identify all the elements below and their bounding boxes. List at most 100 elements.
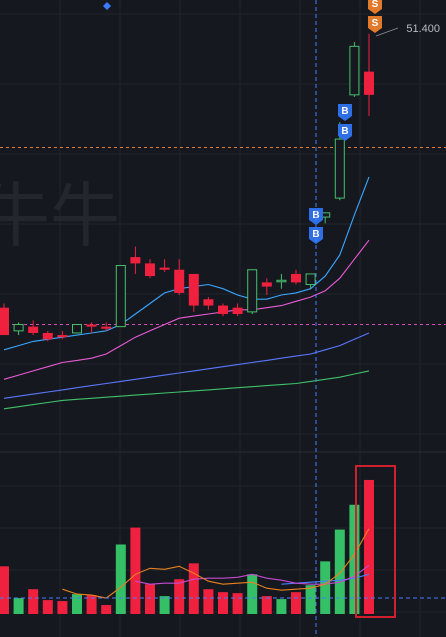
volume-bar[interactable] (159, 596, 170, 614)
candle[interactable] (349, 42, 360, 97)
sell-marker[interactable]: S (368, 16, 382, 33)
volume-bar[interactable] (130, 527, 141, 614)
volume-bar[interactable] (115, 544, 126, 614)
volume-bar[interactable] (291, 592, 301, 614)
volume-bar[interactable] (72, 594, 82, 614)
candle-body (72, 324, 82, 334)
candle-body (174, 269, 185, 293)
volume-moving-averages (62, 528, 370, 599)
sell-marker-shape (368, 16, 382, 33)
candle[interactable] (188, 273, 199, 312)
volume-bar[interactable] (247, 574, 258, 614)
candle-body (101, 326, 112, 329)
volume-bar[interactable] (13, 598, 24, 614)
candle-body (349, 45, 360, 96)
candle[interactable] (247, 269, 258, 314)
volume-bar[interactable] (305, 585, 316, 614)
volume-bars[interactable] (0, 479, 374, 614)
trade-markers[interactable]: BBBBSS (309, 0, 382, 244)
candle[interactable] (86, 322, 97, 333)
volume-bar[interactable] (28, 589, 39, 614)
vol-ma10-line (135, 564, 370, 585)
volume-bar[interactable] (364, 479, 374, 614)
candle[interactable] (174, 259, 185, 296)
candle[interactable] (0, 303, 9, 336)
candle[interactable] (13, 322, 24, 336)
candle[interactable] (305, 273, 316, 289)
sell-marker[interactable]: S (368, 0, 382, 14)
volume-bar[interactable] (334, 529, 345, 614)
volume-bar[interactable] (276, 599, 287, 614)
candle[interactable] (291, 269, 301, 285)
candle-body (305, 273, 316, 285)
volume-bar[interactable] (101, 605, 112, 614)
diamond-marker (103, 2, 111, 10)
ma10-line (3, 239, 370, 380)
buy-marker-label: B (341, 106, 348, 117)
volume-bar[interactable] (174, 579, 185, 614)
candle-body (261, 282, 272, 287)
candle-body (232, 307, 243, 314)
buy-marker-shape (338, 124, 352, 141)
volume-bar[interactable] (145, 584, 155, 614)
candle-body (115, 265, 126, 328)
candle[interactable] (203, 297, 214, 310)
candle-body (145, 263, 155, 277)
volume-bar[interactable] (320, 561, 331, 614)
volume-bar[interactable] (203, 589, 214, 614)
ma20-line (3, 332, 370, 399)
buy-marker-shape (309, 208, 323, 225)
candle-body (159, 267, 170, 270)
candle[interactable] (364, 33, 374, 116)
candle-body (13, 324, 24, 332)
buy-marker-label: B (312, 210, 319, 221)
sell-marker-label: S (372, 18, 379, 29)
candlesticks[interactable] (0, 33, 374, 342)
candle-body (188, 273, 199, 306)
candle[interactable] (57, 330, 68, 340)
sell-marker-shape (368, 0, 382, 14)
candle[interactable] (28, 320, 39, 336)
candle-body (42, 332, 53, 340)
high-price-leader (375, 27, 399, 37)
candle[interactable] (101, 322, 112, 331)
candle[interactable] (159, 259, 170, 272)
candle[interactable] (218, 303, 228, 317)
buy-marker-shape (338, 104, 352, 121)
candle[interactable] (130, 246, 141, 274)
buy-marker-shape (309, 227, 323, 244)
vol-ma5-line (62, 528, 370, 599)
buy-marker[interactable]: B (309, 208, 323, 225)
volume-bar[interactable] (0, 566, 9, 614)
candle[interactable] (232, 303, 243, 317)
volume-bar[interactable] (188, 563, 199, 614)
candle-body (0, 307, 9, 336)
volume-bar[interactable] (349, 504, 360, 614)
candle[interactable] (115, 265, 126, 328)
volume-bar[interactable] (261, 596, 272, 614)
volume-bar[interactable] (86, 595, 97, 614)
candle[interactable] (145, 259, 155, 279)
high-price-label: 51.400 (406, 23, 440, 35)
ma60-line (3, 370, 370, 410)
candle-body (57, 335, 68, 338)
candle-body (364, 71, 374, 95)
sell-marker-label: S (372, 0, 379, 10)
buy-marker-label: B (341, 126, 348, 137)
buy-marker[interactable]: B (338, 104, 352, 121)
candle[interactable] (42, 330, 53, 342)
volume-bar[interactable] (57, 601, 68, 614)
candle-body (203, 299, 214, 306)
volume-bar[interactable] (218, 592, 228, 614)
candle[interactable] (276, 273, 287, 289)
buy-marker[interactable]: B (338, 124, 352, 141)
volume-bar[interactable] (42, 600, 53, 614)
candle[interactable] (261, 278, 272, 296)
candle[interactable] (72, 324, 82, 334)
candle-body (276, 279, 287, 283)
volume-highlight-box (355, 465, 396, 618)
volume-bar[interactable] (232, 593, 243, 614)
candle-body (334, 138, 345, 199)
